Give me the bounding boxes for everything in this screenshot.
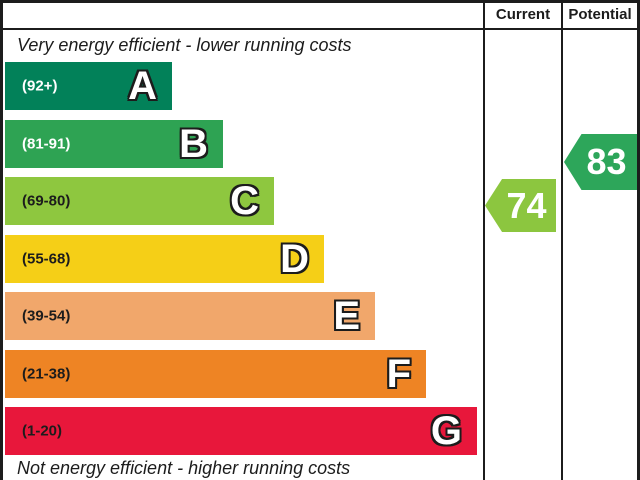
header-separator-line — [0, 28, 640, 30]
band-a: (92+) A — [5, 62, 172, 110]
potential-column-header: Potential — [568, 5, 632, 23]
band-c-range: (69-80) — [22, 192, 71, 210]
band-b-letter: B — [179, 122, 208, 166]
potential-rating-pointer: 83 — [564, 134, 637, 190]
band-g-letter: G — [430, 409, 462, 453]
potential-rating-value: 83 — [586, 141, 627, 182]
top-border-line — [0, 0, 640, 3]
band-f: (21-38) F — [5, 350, 426, 398]
band-c-letter: C — [230, 179, 259, 223]
band-a-range: (92+) — [22, 77, 58, 95]
band-b-range: (81-91) — [22, 135, 71, 153]
band-d: (55-68) D — [5, 235, 324, 283]
top-caption: Very energy efficient - lower running co… — [17, 35, 352, 55]
current-column-divider — [483, 0, 485, 480]
band-b: (81-91) B — [5, 120, 223, 168]
potential-column-divider — [561, 0, 563, 480]
band-c: (69-80) C — [5, 177, 274, 225]
band-d-letter: D — [280, 237, 309, 281]
current-rating-value: 74 — [506, 184, 547, 226]
band-g-range: (1-20) — [22, 422, 63, 440]
bottom-caption: Not energy efficient - higher running co… — [17, 458, 351, 478]
band-f-range: (21-38) — [22, 365, 71, 383]
band-g: (1-20) G — [5, 407, 477, 455]
left-border-line — [0, 0, 3, 480]
band-e-letter: E — [333, 294, 360, 338]
band-f-letter: F — [386, 352, 411, 396]
current-column-header: Current — [495, 5, 551, 23]
right-border-line — [637, 0, 640, 480]
current-rating-pointer: 74 — [485, 179, 556, 232]
band-e: (39-54) E — [5, 292, 375, 340]
band-a-letter: A — [128, 64, 157, 108]
band-e-range: (39-54) — [22, 307, 71, 325]
band-d-range: (55-68) — [22, 250, 71, 268]
